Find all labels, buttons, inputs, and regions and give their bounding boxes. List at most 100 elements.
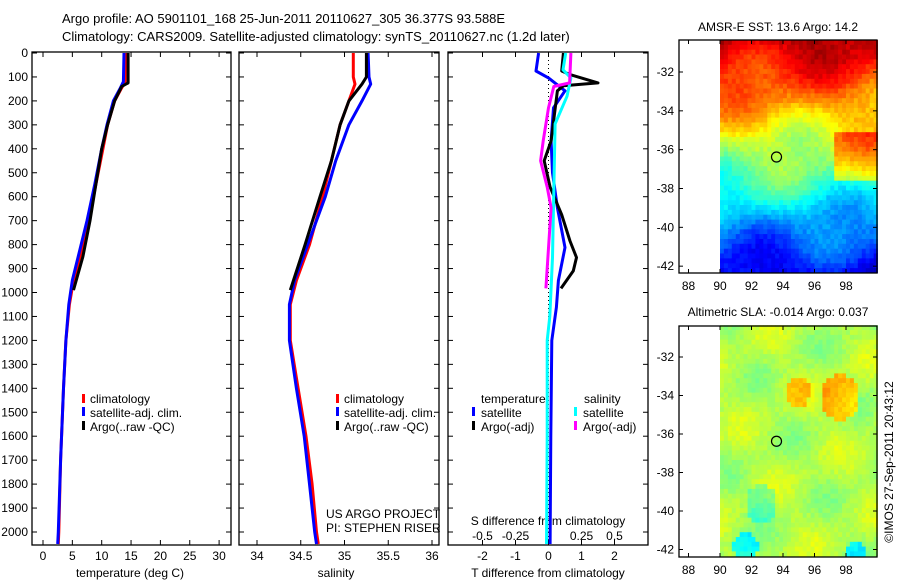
map-cell	[806, 151, 811, 157]
map-cell	[794, 532, 800, 538]
map-cell	[755, 363, 760, 369]
map-cell	[838, 78, 843, 85]
map-cell	[857, 200, 863, 206]
map-cell	[779, 416, 784, 422]
legend-swatch-argo	[336, 421, 339, 430]
map-cell	[865, 44, 871, 51]
map-cell	[830, 450, 835, 456]
map-cell	[849, 330, 855, 336]
map-cell	[720, 59, 725, 65]
map-cell	[857, 508, 863, 514]
map-cell	[853, 508, 859, 514]
map-cell	[846, 229, 851, 235]
map-cell	[798, 229, 804, 235]
map-cell	[857, 64, 863, 70]
map-cell	[857, 460, 863, 466]
map-cell	[849, 551, 855, 557]
map-cell	[830, 171, 835, 177]
map-cell	[842, 93, 847, 99]
map-cell	[842, 484, 847, 490]
map-cell	[771, 224, 776, 230]
map-cell	[771, 407, 776, 413]
map-cell	[806, 156, 811, 162]
map-cell	[775, 330, 780, 336]
map-cell	[857, 141, 863, 148]
map-cell	[869, 122, 874, 128]
map-cell	[767, 368, 772, 374]
map-cell	[779, 503, 784, 509]
map-cell	[790, 141, 796, 148]
map-cell	[865, 151, 871, 157]
map-cell	[806, 421, 811, 427]
map-cell	[779, 253, 784, 259]
map-cell	[798, 190, 804, 196]
map-cell	[834, 421, 839, 427]
map-cell	[794, 383, 800, 389]
map-cell	[731, 512, 737, 519]
map-cell	[783, 431, 788, 437]
map-cell	[853, 166, 859, 172]
map-cell	[846, 64, 851, 70]
map-cell	[818, 517, 823, 523]
map-cell	[747, 137, 752, 143]
map-cell	[723, 440, 729, 446]
map-cell	[731, 522, 737, 528]
map-cell	[735, 460, 741, 466]
map-cell	[814, 166, 819, 172]
map-cell	[838, 243, 843, 250]
map-cell	[763, 224, 768, 230]
map-cell	[842, 73, 847, 80]
map-cell	[810, 354, 815, 360]
map-cell	[798, 517, 804, 523]
map-cell	[731, 334, 737, 341]
map-cell	[798, 469, 804, 475]
map-cell	[755, 512, 760, 519]
map-cell	[751, 498, 756, 504]
map-cell	[849, 431, 855, 437]
sst-map-title: AMSR-E SST: 13.6 Argo: 14.2	[698, 20, 858, 34]
map-cell	[720, 551, 725, 557]
map-cell	[775, 239, 780, 245]
map-cell	[857, 334, 863, 341]
map-cell	[779, 224, 784, 230]
map-cell	[830, 479, 835, 485]
map-cell	[786, 258, 792, 264]
map-cell	[767, 263, 772, 269]
lon-tick-label: 96	[808, 279, 822, 293]
map-cell	[727, 498, 733, 504]
map-cell	[755, 132, 760, 138]
map-cell	[830, 397, 835, 403]
map-cell	[853, 190, 859, 196]
map-cell	[826, 49, 831, 55]
map-cell	[755, 479, 760, 485]
map-cell	[767, 209, 772, 216]
map-cell	[802, 243, 808, 250]
map-cell	[849, 358, 855, 365]
map-cell	[838, 334, 843, 341]
map-cell	[849, 450, 855, 456]
map-cell	[735, 88, 741, 94]
map-cell	[786, 450, 792, 456]
map-cell	[838, 205, 843, 211]
map-cell	[786, 180, 792, 186]
map-cell	[869, 195, 874, 201]
map-cell	[822, 402, 827, 408]
map-cell	[810, 117, 815, 123]
map-cell	[810, 484, 815, 490]
map-cell	[783, 517, 788, 523]
map-cell	[810, 161, 815, 167]
map-cell	[826, 88, 831, 94]
map-cell	[779, 378, 784, 384]
map-cell	[830, 532, 835, 538]
map-cell	[802, 373, 808, 379]
map-cell	[846, 122, 851, 128]
map-cell	[731, 339, 737, 345]
map-cell	[759, 450, 764, 456]
map-cell	[779, 171, 784, 177]
map-cell	[838, 484, 843, 490]
map-cell	[869, 397, 874, 403]
map-cell	[731, 450, 737, 456]
map-cell	[842, 532, 847, 538]
map-cell	[759, 69, 764, 75]
map-cell	[869, 107, 874, 114]
